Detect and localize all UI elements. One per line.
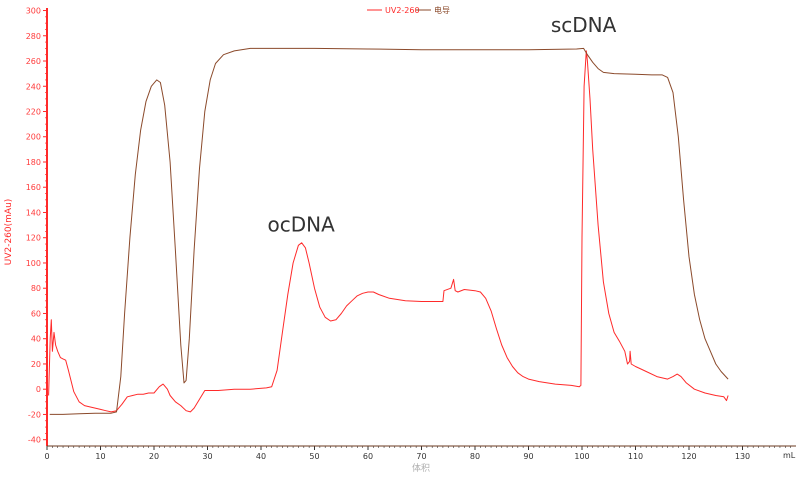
legend[interactable]: UV2-260 电导 (367, 5, 450, 15)
y-tick-label: 220 (26, 108, 41, 117)
tick-layer: 3002802602402202001801601401201008060402… (26, 7, 791, 461)
y-tick-label: 0 (36, 385, 41, 394)
x-tick-label: 30 (202, 452, 212, 461)
peak-annotation: scDNA (551, 13, 617, 37)
y-tick-label: 200 (26, 133, 41, 142)
y-tick-label: -20 (28, 410, 41, 419)
x-tick-label: 70 (416, 452, 426, 461)
y-tick-label: 180 (26, 158, 41, 167)
y-tick-label: 260 (26, 57, 41, 66)
x-tick-label: 120 (681, 452, 696, 461)
y-tick-label: 20 (31, 360, 41, 369)
y-axis-title: UV2-260(mAu) (4, 199, 14, 266)
x-tick-label: 100 (574, 452, 589, 461)
y-tick-label: 300 (26, 7, 41, 16)
x-tick-label: 110 (628, 452, 643, 461)
x-axis-title: 体积 (412, 462, 430, 474)
y-tick-label: 240 (26, 82, 41, 91)
x-tick-label: 10 (95, 452, 105, 461)
legend-label-cond: 电导 (434, 5, 450, 15)
series-layer (48, 47, 729, 415)
x-axis-unit: mL (783, 451, 796, 460)
y-tick-label: 40 (31, 335, 41, 344)
legend-label-uv: UV2-260 (385, 6, 420, 15)
annotation-layer: ocDNA scDNA (267, 13, 616, 236)
y-tick-label: 60 (31, 309, 41, 318)
y-tick-label: 120 (26, 234, 41, 243)
x-tick-label: 130 (735, 452, 750, 461)
y-tick-label: 80 (31, 284, 41, 293)
x-tick-label: 40 (256, 452, 266, 461)
conductivity-trace (49, 47, 729, 415)
x-tick-label: 80 (470, 452, 480, 461)
uv-trace (48, 50, 729, 413)
x-tick-label: 50 (309, 452, 319, 461)
x-tick-label: 0 (44, 452, 49, 461)
x-tick-label: 90 (523, 452, 533, 461)
y-tick-label: 140 (26, 208, 41, 217)
peak-annotation: ocDNA (267, 212, 335, 236)
y-tick-label: -40 (28, 436, 41, 445)
x-tick-label: 60 (363, 452, 373, 461)
y-tick-label: 160 (26, 183, 41, 192)
y-tick-label: 280 (26, 32, 41, 41)
y-tick-label: 100 (26, 259, 41, 268)
x-tick-label: 20 (149, 452, 159, 461)
